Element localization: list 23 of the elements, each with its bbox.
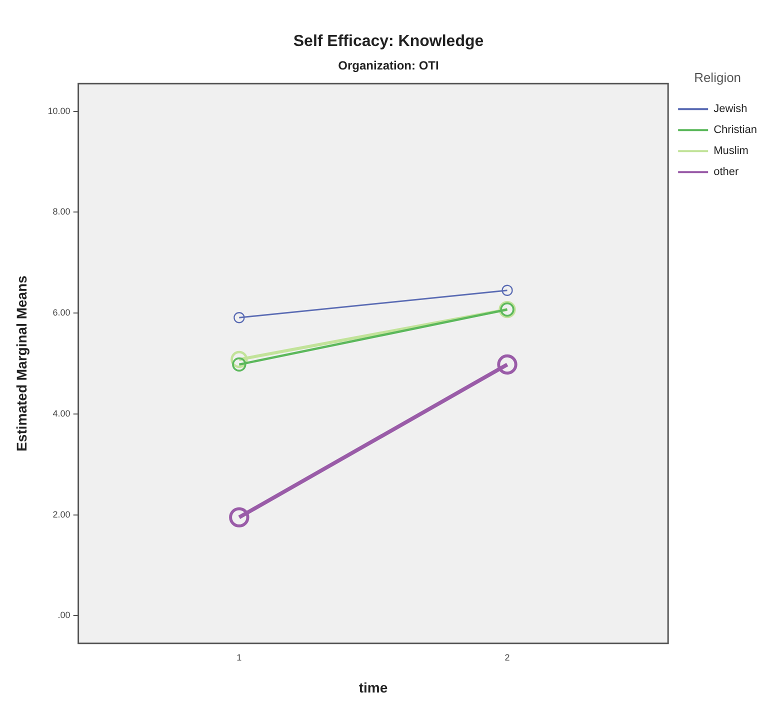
x-tick-label: 2	[504, 652, 510, 662]
chart-title: Self Efficacy: Knowledge	[293, 33, 484, 50]
legend-label: Christian	[714, 124, 757, 136]
y-tick-label: 6.00	[52, 308, 70, 318]
y-tick-label: 4.00	[52, 408, 70, 418]
y-tick-label: 10.00	[48, 106, 70, 116]
chart-subtitle: Organization: OTI	[338, 58, 439, 73]
point	[229, 507, 250, 528]
legend-label: Muslim	[714, 145, 748, 158]
point	[497, 354, 518, 375]
legend-label: Jewish	[714, 103, 748, 116]
y-tick-label: 8.00	[52, 206, 70, 217]
point	[502, 284, 513, 296]
y-tick-label: 2.00	[52, 509, 70, 520]
legend-title: Religion	[694, 70, 742, 86]
x-tick-label: 1	[236, 652, 242, 662]
y-axis-title: Estimated Marginal Means	[13, 275, 30, 452]
point	[234, 312, 245, 324]
legend-label: other	[714, 166, 740, 178]
x-axis-title: time	[358, 679, 388, 696]
y-tick-label: .00	[58, 610, 70, 620]
point	[232, 357, 246, 372]
point	[230, 350, 248, 368]
